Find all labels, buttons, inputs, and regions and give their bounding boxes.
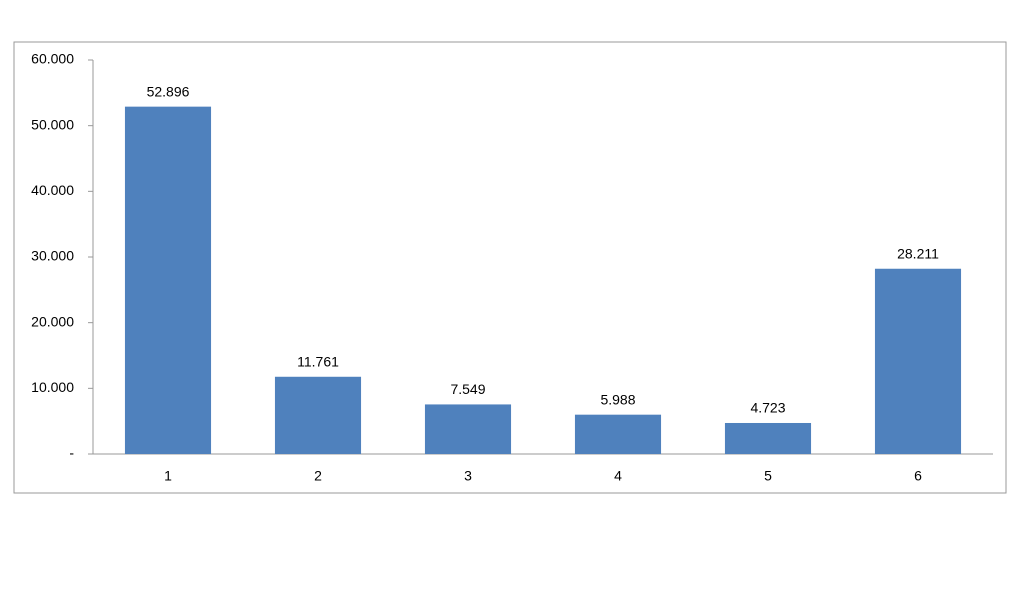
value-label: 4.723 bbox=[750, 400, 785, 416]
value-label: 7.549 bbox=[450, 381, 485, 397]
x-tick-label: 1 bbox=[164, 468, 172, 484]
bar bbox=[724, 422, 812, 454]
value-label: 5.988 bbox=[600, 391, 635, 407]
y-tick-label: 40.000 bbox=[31, 182, 74, 198]
x-tick-label: 3 bbox=[464, 468, 472, 484]
x-tick-label: 2 bbox=[314, 468, 322, 484]
bar bbox=[424, 404, 512, 454]
y-tick-label: 60.000 bbox=[31, 51, 74, 67]
value-label: 52.896 bbox=[147, 83, 190, 99]
y-tick-label: 10.000 bbox=[31, 379, 74, 395]
y-tick-label: 20.000 bbox=[31, 313, 74, 329]
bar bbox=[274, 376, 362, 454]
y-tick-label: - bbox=[69, 445, 74, 461]
x-tick-label: 5 bbox=[764, 468, 772, 484]
value-label: 11.761 bbox=[297, 353, 339, 369]
y-tick-label: 30.000 bbox=[31, 248, 74, 264]
bar bbox=[874, 268, 962, 454]
y-tick-label: 50.000 bbox=[31, 116, 74, 132]
x-tick-label: 6 bbox=[914, 468, 922, 484]
bar bbox=[574, 414, 662, 454]
value-label: 28.211 bbox=[897, 245, 939, 261]
bar bbox=[124, 106, 212, 454]
x-tick-label: 4 bbox=[614, 468, 622, 484]
